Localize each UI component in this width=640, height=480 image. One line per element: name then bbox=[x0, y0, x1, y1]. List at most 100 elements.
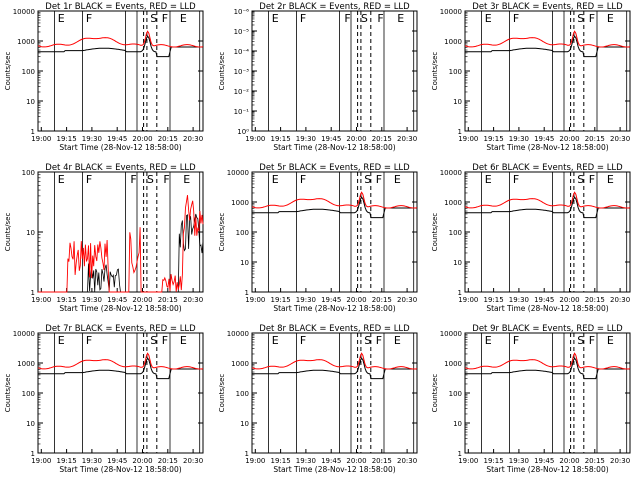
x-tick-label: 20:30 bbox=[397, 135, 417, 143]
detector-panel: Det 1r BLACK = Events, RED = LLD 1 10 100 10… bbox=[4, 2, 204, 152]
plot-frame bbox=[251, 10, 418, 132]
panel-title: Det 3r BLACK = Events, RED = LLD bbox=[472, 2, 623, 12]
y-tick-label: 10000 bbox=[440, 8, 462, 16]
y-tick-label: 1000 bbox=[444, 38, 462, 46]
detector-panel: Det 8r BLACK = Events, RED = LLD 1 10 100 10… bbox=[218, 324, 418, 474]
y-tick-label: 100 bbox=[236, 229, 249, 237]
detector-panel: Det 9r BLACK = Events, RED = LLD 1 10 100 10… bbox=[431, 324, 631, 474]
y-tick-label: 10000 bbox=[227, 330, 249, 338]
x-tick-label: 19:00 bbox=[245, 296, 265, 304]
x-tick-label: 19:45 bbox=[321, 135, 341, 143]
y-tick-label: 10⁻⁵ bbox=[234, 28, 250, 36]
region-label: S bbox=[364, 334, 371, 347]
x-tick-label: 19:45 bbox=[321, 296, 341, 304]
x-tick-label: 19:30 bbox=[296, 296, 316, 304]
region-label: S bbox=[577, 173, 584, 186]
x-tick-label: 19:15 bbox=[484, 296, 504, 304]
region-label: S bbox=[150, 12, 157, 25]
y-tick-label: 10 bbox=[240, 420, 249, 428]
region-label: E bbox=[607, 173, 614, 186]
x-tick-label: 19:30 bbox=[509, 296, 529, 304]
y-tick-label: 100 bbox=[236, 390, 249, 398]
x-tick-label: 19:15 bbox=[57, 296, 77, 304]
x-tick-label: 19:00 bbox=[31, 135, 51, 143]
region-label: E bbox=[180, 334, 187, 347]
plot-frame bbox=[251, 171, 418, 293]
y-tick-label: 10 bbox=[240, 259, 249, 267]
lld-series-line bbox=[37, 30, 204, 48]
region-label: F bbox=[344, 12, 350, 25]
y-axis-label: Counts/sec bbox=[4, 374, 12, 413]
y-tick-label: 1000 bbox=[17, 38, 35, 46]
region-label: E bbox=[485, 173, 492, 186]
region-label: E bbox=[58, 12, 65, 25]
plot-frame bbox=[464, 332, 631, 454]
panel-title: Det 7r BLACK = Events, RED = LLD bbox=[45, 324, 196, 334]
x-tick-label: 20:00 bbox=[346, 457, 366, 465]
plot-frame bbox=[464, 171, 631, 293]
y-tick-label: 10 bbox=[453, 98, 462, 106]
events-series-line bbox=[38, 213, 204, 293]
x-tick-label: 19:00 bbox=[458, 296, 478, 304]
x-tick-label: 19:00 bbox=[31, 457, 51, 465]
x-tick-label: 20:30 bbox=[183, 135, 203, 143]
x-tick-label: 19:30 bbox=[82, 135, 102, 143]
region-label: F bbox=[513, 334, 519, 347]
plot-frame bbox=[464, 10, 631, 132]
x-tick-label: 20:15 bbox=[158, 457, 178, 465]
x-tick-label: 20:00 bbox=[132, 296, 152, 304]
x-tick-label: 20:30 bbox=[397, 457, 417, 465]
panel-title: Det 4r BLACK = Events, RED = LLD bbox=[45, 163, 196, 173]
x-axis-label: Start Time (28-Nov-12 18:58:00) bbox=[59, 465, 181, 474]
region-label: F bbox=[300, 173, 306, 186]
y-tick-label: 1000 bbox=[444, 199, 462, 207]
x-tick-label: 19:15 bbox=[271, 457, 291, 465]
y-tick-label: 1 bbox=[458, 289, 462, 297]
x-tick-label: 19:15 bbox=[484, 457, 504, 465]
y-tick-label: 100 bbox=[449, 229, 462, 237]
x-tick-label: 20:00 bbox=[559, 457, 579, 465]
region-label: F bbox=[162, 334, 168, 347]
region-label: F bbox=[513, 12, 519, 25]
detector-panel: Det 4r BLACK = Events, RED = LLD 1 10 100 Co… bbox=[4, 163, 204, 313]
lld-series-line bbox=[464, 352, 631, 370]
x-tick-label: 20:15 bbox=[585, 296, 605, 304]
x-tick-label: 19:45 bbox=[534, 296, 554, 304]
y-tick-label: 10000 bbox=[227, 169, 249, 177]
region-label: F bbox=[377, 12, 383, 25]
plot-frame bbox=[37, 332, 204, 454]
x-tick-label: 19:30 bbox=[82, 457, 102, 465]
detector-panel: Det 5r BLACK = Events, RED = LLD 1 10 100 10… bbox=[218, 163, 418, 313]
x-tick-label: 19:00 bbox=[245, 457, 265, 465]
y-tick-label: 100 bbox=[449, 68, 462, 76]
region-label: S bbox=[577, 334, 584, 347]
region-label: S bbox=[150, 334, 157, 347]
y-tick-label: 10000 bbox=[440, 169, 462, 177]
y-tick-label: 10⁻¹ bbox=[234, 108, 250, 116]
region-label: F bbox=[589, 173, 595, 186]
y-tick-label: 1 bbox=[31, 450, 35, 458]
plot-frame bbox=[251, 332, 418, 454]
region-label: E bbox=[394, 334, 401, 347]
region-label: F bbox=[376, 173, 382, 186]
panel-title: Det 1r BLACK = Events, RED = LLD bbox=[45, 2, 196, 12]
y-tick-label: 10 bbox=[26, 98, 35, 106]
x-tick-label: 20:30 bbox=[183, 296, 203, 304]
panel-title: Det 9r BLACK = Events, RED = LLD bbox=[472, 324, 623, 334]
y-tick-label: 10⁻⁶ bbox=[234, 8, 250, 16]
x-tick-label: 19:45 bbox=[107, 457, 127, 465]
x-tick-label: 20:00 bbox=[559, 135, 579, 143]
x-tick-label: 19:15 bbox=[484, 135, 504, 143]
lld-series-line bbox=[251, 352, 418, 370]
x-tick-label: 19:15 bbox=[57, 135, 77, 143]
y-tick-label: 10000 bbox=[440, 330, 462, 338]
x-tick-label: 20:30 bbox=[610, 135, 630, 143]
lld-series-line bbox=[38, 195, 204, 293]
x-tick-label: 20:30 bbox=[397, 296, 417, 304]
x-tick-label: 19:45 bbox=[534, 457, 554, 465]
x-tick-label: 19:30 bbox=[509, 135, 529, 143]
x-tick-label: 20:15 bbox=[372, 296, 392, 304]
x-axis-label: Start Time (28-Nov-12 18:58:00) bbox=[486, 304, 608, 313]
x-tick-label: 20:15 bbox=[158, 296, 178, 304]
